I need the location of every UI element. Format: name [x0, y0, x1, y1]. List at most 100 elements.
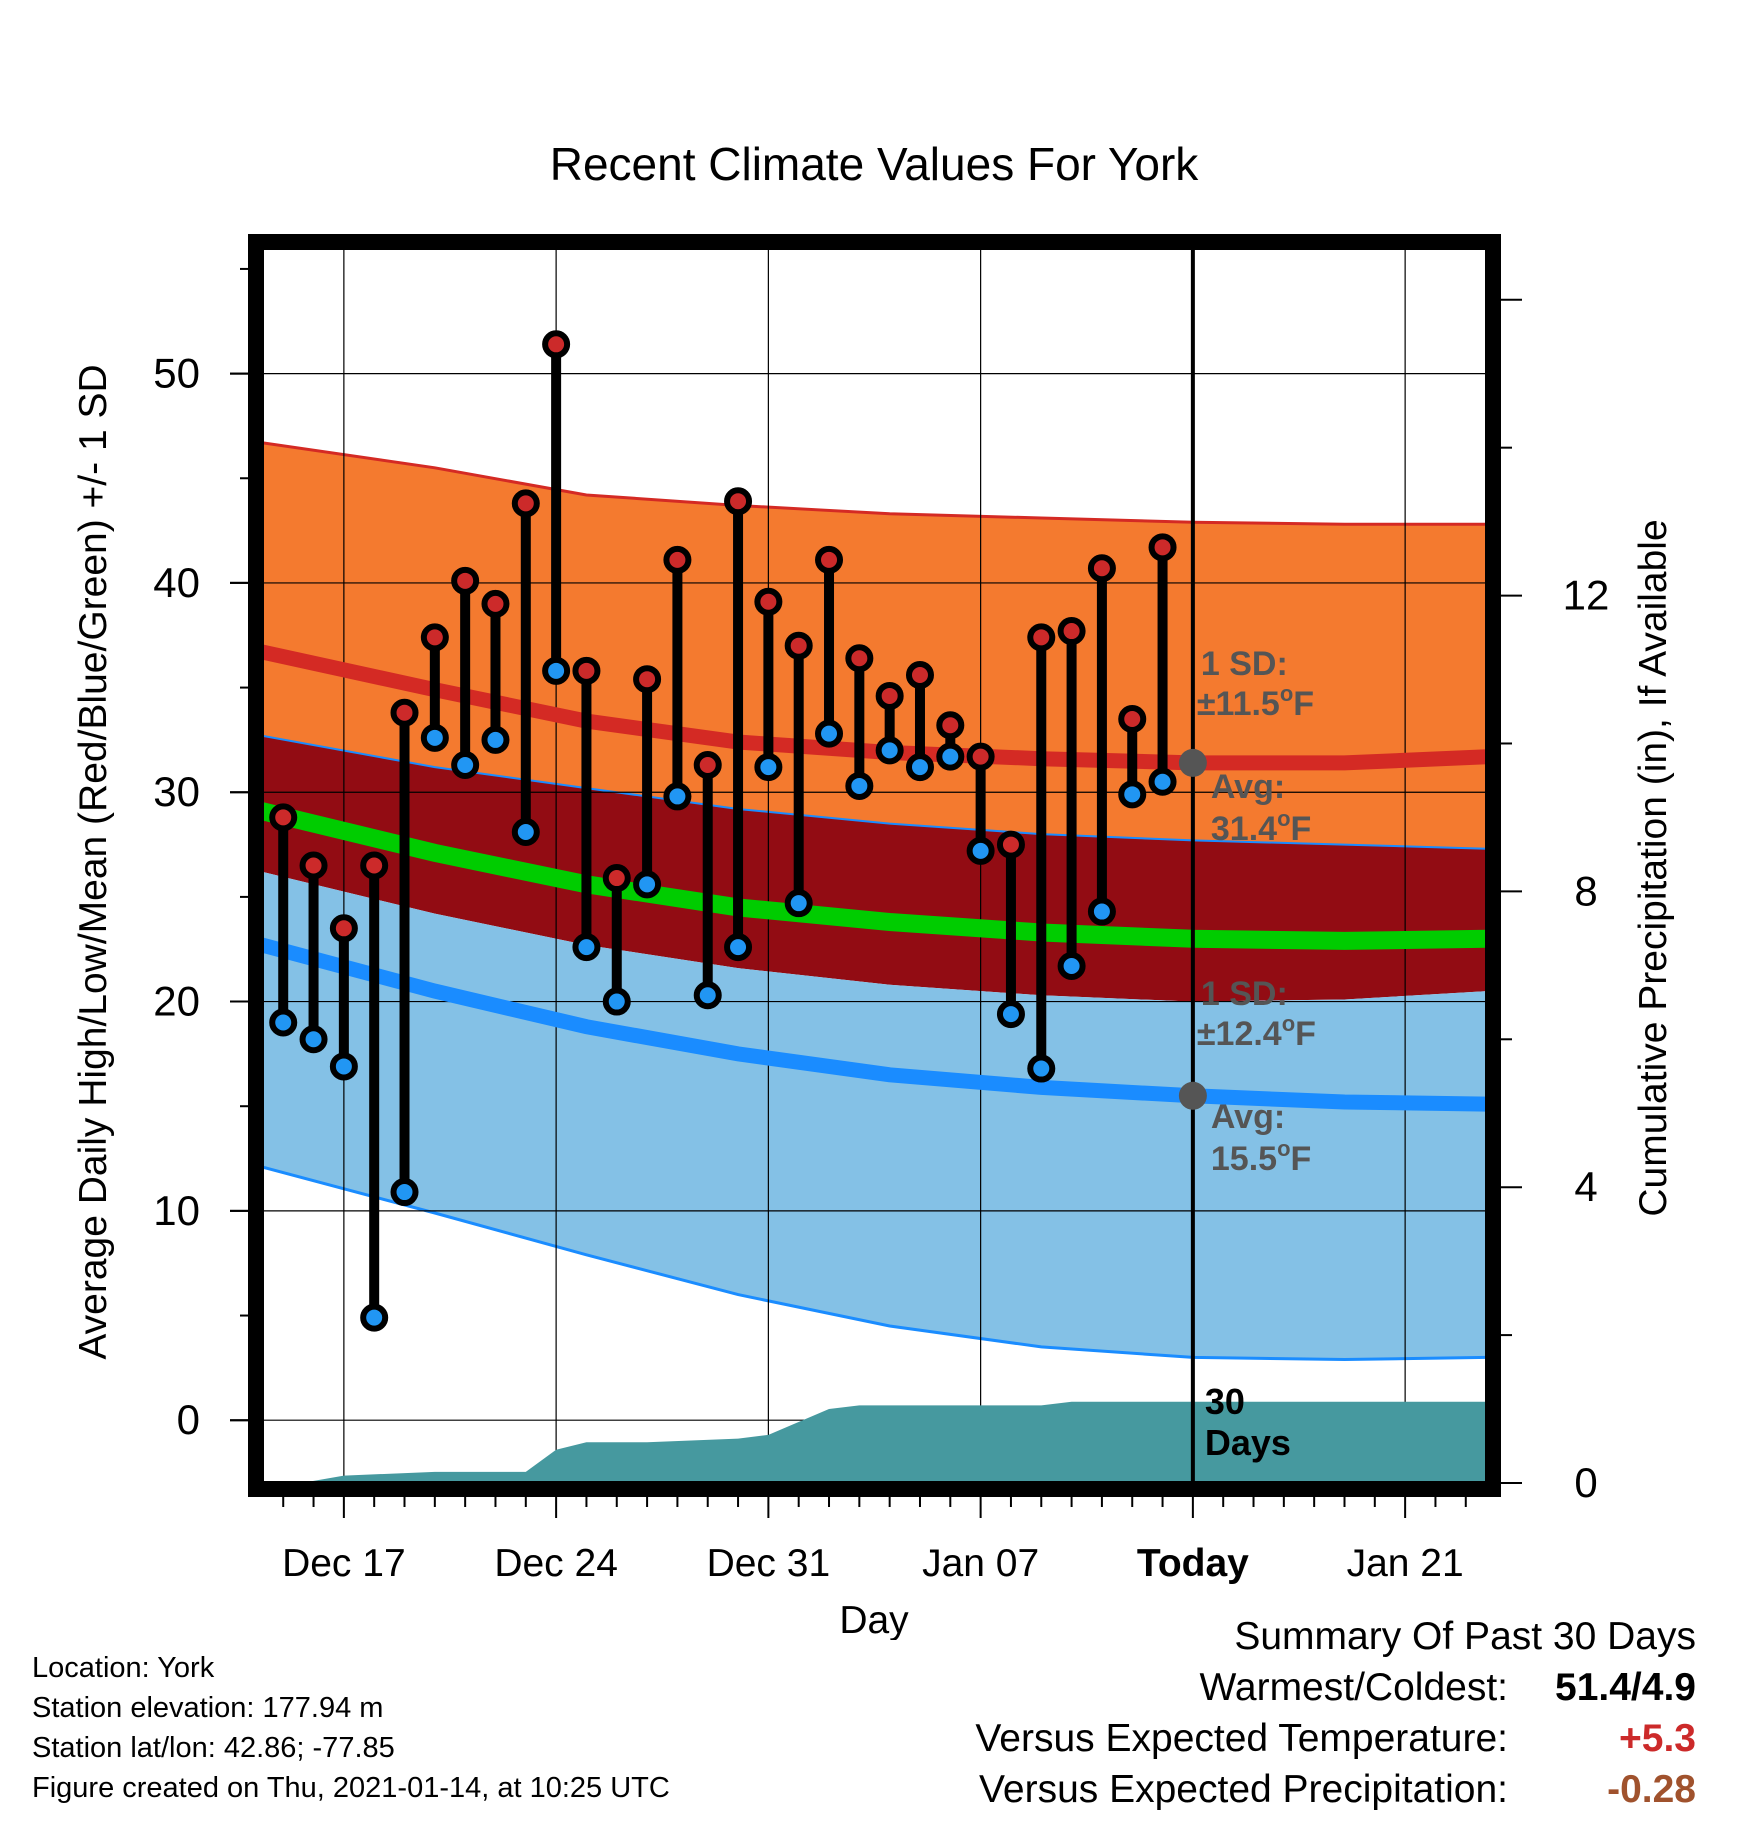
low-point [1027, 1054, 1056, 1083]
high-point [269, 803, 298, 832]
high-point [329, 914, 358, 943]
high-point [481, 589, 510, 618]
low-today-marker [1178, 1081, 1207, 1110]
high-point [724, 487, 753, 516]
warm-cold-label: Warmest/Coldest: [1199, 1666, 1508, 1709]
low-avg-line [262, 937, 1487, 1112]
axes: 0 10 20 30 40 50 0 4 8 12 Dec 17 Dec 24 Dec 31 Jan 07… [153, 234, 1610, 1585]
plot-frame [248, 234, 1501, 1497]
summary-title-row: Summary Of Past 30 Days [975, 1615, 1696, 1666]
y-axis-label: Average Daily High/Low/Mean (Red/Blue/Gr… [72, 364, 115, 1359]
low-point [1087, 897, 1116, 926]
low-point [996, 1000, 1025, 1029]
temp-label: Versus Expected Temperature: [975, 1717, 1508, 1760]
low-point [1057, 951, 1086, 980]
low-point [875, 736, 904, 765]
low-point [420, 723, 449, 752]
low-point [511, 818, 540, 847]
warm-cold-value: 51.4/4.9 [1555, 1666, 1696, 1709]
high-point [451, 566, 480, 595]
climate-chart: Recent Climate Values For York 1 SD:±11.… [72, 138, 1675, 1640]
low-point [329, 1052, 358, 1081]
low-lower-line [262, 1165, 1487, 1362]
high-point [633, 665, 662, 694]
precip-value: -0.28 [1607, 1768, 1696, 1811]
temp-value: +5.3 [1619, 1717, 1696, 1760]
low-avg-value: 15.5oF [1211, 1136, 1311, 1178]
chart-title: Recent Climate Values For York [550, 138, 1200, 190]
high-point [1087, 554, 1116, 583]
x-axis-label: Day [839, 1599, 909, 1640]
precip-label: Versus Expected Precipitation: [979, 1768, 1508, 1811]
y2-tick-label: 4 [1574, 1163, 1597, 1210]
low-point [693, 981, 722, 1010]
high-sd-annotation: 1 SD: [1201, 645, 1288, 683]
y2-tick-label: 8 [1574, 867, 1597, 914]
high-point [1148, 533, 1177, 562]
low-point [845, 771, 874, 800]
summary-warm-cold-row: Warmest/Coldest: 51.4/4.9 [975, 1666, 1696, 1717]
summary-panel: Summary Of Past 30 Days Warmest/Coldest:… [975, 1615, 1696, 1819]
created-text: Figure created on Thu, 2021-01-14, at 10… [32, 1772, 670, 1804]
low-point [360, 1303, 389, 1332]
high-point [754, 587, 783, 616]
summary-temp-row: Versus Expected Temperature: +5.3 [975, 1717, 1696, 1768]
low-point [815, 719, 844, 748]
mean-avg-line [262, 802, 1487, 950]
days-word-label: Days [1205, 1422, 1291, 1463]
low-point [481, 725, 510, 754]
high-point [693, 751, 722, 780]
low-point [602, 987, 631, 1016]
high-point [815, 545, 844, 574]
high-point [390, 698, 419, 727]
x-tick-label: Dec 17 [282, 1542, 406, 1585]
low-point [724, 933, 753, 962]
high-point [1057, 617, 1086, 646]
high-point [996, 830, 1025, 859]
high-upper-line [262, 441, 1487, 526]
high-today-marker [1178, 748, 1207, 777]
low-point [1148, 767, 1177, 796]
high-point [905, 661, 934, 690]
low-point [390, 1178, 419, 1207]
x-tick-label: Today [1137, 1542, 1249, 1585]
station-info: Location: York Station elevation: 177.94… [32, 1648, 670, 1808]
low-sd-band [262, 871, 1487, 1360]
x-tick-label: Dec 31 [707, 1542, 831, 1585]
low-point [936, 742, 965, 771]
y-tick-label: 0 [177, 1396, 200, 1443]
high-point [1118, 704, 1147, 733]
x-tick-label: Dec 24 [494, 1542, 618, 1585]
high-point [542, 330, 571, 359]
y2-axis-label: Cumulative Precipitation (in), If Availa… [1632, 519, 1675, 1216]
low-point [269, 1008, 298, 1037]
low-point [754, 753, 783, 782]
low-avg-annotation: Avg: [1211, 1098, 1285, 1136]
high-point [602, 864, 631, 893]
low-point [663, 782, 692, 811]
high-point [299, 851, 328, 880]
y-tick-label: 10 [153, 1187, 200, 1234]
low-point [1118, 780, 1147, 809]
high-point [1027, 623, 1056, 652]
low-point [451, 751, 480, 780]
high-point [784, 631, 813, 660]
location-text: Location: York [32, 1652, 215, 1684]
high-point [572, 656, 601, 685]
high-avg-annotation: Avg: [1211, 768, 1285, 806]
high-point [936, 711, 965, 740]
low-point [784, 889, 813, 918]
plot-area [262, 248, 1487, 1483]
low-point [633, 870, 662, 899]
high-sd-value: ±11.5oF [1197, 681, 1314, 723]
x-tick-label: Jan 21 [1347, 1542, 1464, 1585]
days-count-label: 30 [1205, 1381, 1245, 1422]
y2-tick-label: 12 [1563, 572, 1610, 619]
y2-tick-label: 0 [1574, 1459, 1597, 1506]
high-avg-value: 31.4oF [1211, 806, 1311, 848]
latlon-text: Station lat/lon: 42.86; -77.85 [32, 1732, 395, 1764]
high-point [875, 681, 904, 710]
high-sd-band [262, 442, 1487, 849]
high-point [966, 742, 995, 771]
